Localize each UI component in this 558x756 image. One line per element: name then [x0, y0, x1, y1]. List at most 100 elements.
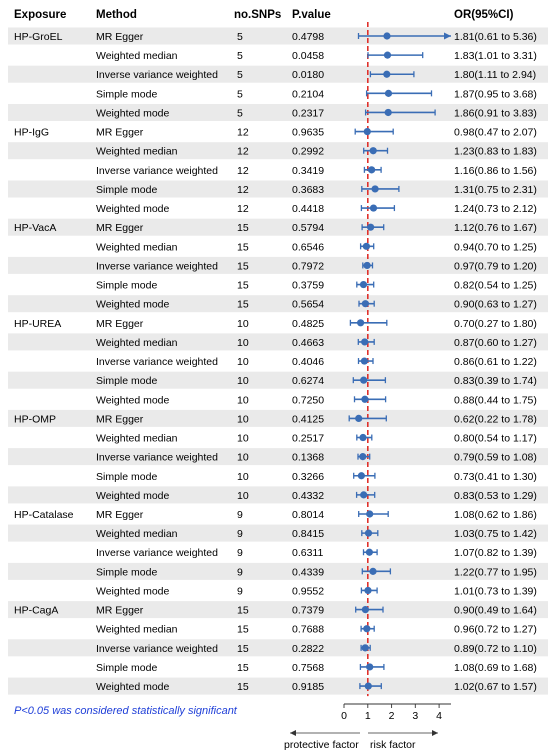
x-tick-label: 2: [389, 710, 395, 722]
nsnps-value: 10: [237, 413, 249, 425]
pvalue-value: 0.4418: [292, 203, 324, 215]
point-estimate: [369, 147, 377, 155]
pvalue-value: 0.2992: [292, 146, 324, 158]
nsnps-value: 10: [237, 433, 249, 445]
nsnps-value: 5: [237, 88, 243, 100]
method-label: MR Egger: [96, 605, 144, 617]
method-label: Inverse variance weighted: [96, 643, 218, 655]
nsnps-value: 15: [237, 681, 249, 693]
or-ci-text: 0.79(0.59 to 1.08): [454, 452, 537, 464]
or-ci-text: 1.01(0.73 to 1.39): [454, 586, 537, 598]
or-ci-text: 0.62(0.22 to 1.78): [454, 413, 537, 425]
nsnps-value: 12: [237, 184, 249, 196]
pvalue-value: 0.5654: [292, 299, 324, 311]
pvalue-value: 0.8415: [292, 528, 324, 540]
method-label: Weighted median: [96, 624, 178, 636]
nsnps-value: 15: [237, 241, 249, 253]
nsnps-value: 10: [237, 471, 249, 483]
point-estimate: [360, 376, 368, 384]
point-estimate: [363, 625, 371, 633]
exposure-label: HP-CagA: [14, 605, 58, 617]
row-stripe: [8, 27, 548, 45]
row-stripe: [8, 65, 548, 83]
or-ci-text: 1.03(0.75 to 1.42): [454, 528, 537, 540]
or-ci-text: 0.80(0.54 to 1.17): [454, 433, 537, 445]
nsnps-value: 15: [237, 662, 249, 674]
or-ci-text: 1.31(0.75 to 2.31): [454, 184, 537, 196]
or-ci-text: 1.12(0.76 to 1.67): [454, 222, 537, 234]
point-estimate: [363, 261, 371, 270]
or-ci-text: 1.87(0.95 to 3.68): [454, 88, 537, 100]
row-stripe: [8, 104, 548, 121]
nsnps-value: 10: [237, 318, 249, 330]
method-label: Weighted mode: [96, 108, 170, 120]
pvalue-value: 0.4798: [292, 31, 324, 43]
nsnps-value: 5: [237, 31, 243, 43]
nsnps-value: 9: [237, 566, 243, 578]
method-label: Weighted mode: [96, 490, 170, 502]
row-stripe: [8, 562, 548, 580]
point-estimate: [361, 644, 369, 652]
point-estimate: [362, 242, 370, 250]
or-ci-text: 0.86(0.61 to 1.22): [454, 356, 537, 368]
nsnps-value: 15: [237, 624, 249, 636]
method-label: Simple mode: [96, 662, 157, 674]
row-stripe: [8, 448, 548, 466]
nsnps-value: 10: [237, 337, 249, 349]
pvalue-value: 0.2822: [292, 643, 324, 655]
nsnps-value: 12: [237, 146, 249, 158]
point-estimate: [359, 280, 368, 289]
point-estimate: [371, 185, 379, 193]
exposure-label: HP-OMP: [14, 413, 56, 425]
x-tick-label: 3: [412, 710, 418, 722]
point-estimate: [359, 433, 367, 442]
method-label: Weighted mode: [96, 394, 170, 406]
method-label: Inverse variance weighted: [96, 165, 218, 177]
method-label: Weighted median: [96, 433, 178, 445]
point-estimate: [361, 338, 369, 346]
method-label: Weighted mode: [96, 681, 170, 693]
or-ci-text: 0.96(0.72 to 1.27): [454, 624, 537, 636]
point-estimate: [361, 606, 369, 614]
pvalue-value: 0.0180: [292, 69, 324, 81]
point-estimate: [363, 128, 371, 136]
point-estimate: [369, 567, 377, 575]
pvalue-value: 0.7972: [292, 260, 324, 272]
nsnps-value: 15: [237, 605, 249, 617]
row-stripe: [8, 524, 548, 542]
or-ci-text: 1.83(1.01 to 3.31): [454, 50, 537, 62]
forest-marks: [348, 32, 451, 690]
or-ci-text: 0.73(0.41 to 1.30): [454, 471, 537, 483]
or-ci-text: 1.07(0.82 to 1.39): [454, 547, 537, 559]
point-estimate: [360, 491, 368, 499]
nsnps-value: 5: [237, 69, 243, 81]
pvalue-value: 0.4125: [292, 413, 324, 425]
or-ci-text: 1.08(0.62 to 1.86): [454, 509, 537, 521]
nsnps-value: 5: [237, 108, 243, 120]
method-label: Inverse variance weighted: [96, 452, 218, 464]
nsnps-value: 10: [237, 375, 249, 387]
point-estimate: [357, 319, 365, 327]
nsnps-value: 15: [237, 643, 249, 655]
x-tick-label: 0: [341, 710, 347, 722]
point-estimate: [361, 395, 369, 403]
or-ci-text: 1.80(1.11 to 2.94): [454, 69, 536, 81]
row-stripes: [8, 27, 548, 695]
point-estimate: [366, 663, 374, 671]
pvalue-value: 0.9185: [292, 681, 324, 693]
pvalue-value: 0.8014: [292, 509, 324, 521]
header-row: Exposure Method no.SNPs P.value OR(95%CI…: [14, 9, 514, 21]
or-ci-text: 0.82(0.54 to 1.25): [454, 280, 537, 292]
or-ci-text: 1.16(0.86 to 1.56): [454, 165, 537, 177]
nsnps-value: 9: [237, 547, 243, 559]
pvalue-value: 0.2317: [292, 108, 324, 120]
row-stripe: [8, 601, 548, 619]
point-estimate: [368, 166, 376, 174]
method-label: Simple mode: [96, 566, 157, 578]
or-ci-text: 0.83(0.39 to 1.74): [454, 375, 537, 387]
method-label: Weighted median: [96, 337, 178, 349]
pvalue-value: 0.6274: [292, 375, 324, 387]
ci-arrow-icon: [444, 32, 451, 40]
method-label: MR Egger: [96, 509, 144, 521]
nsnps-value: 15: [237, 222, 249, 234]
